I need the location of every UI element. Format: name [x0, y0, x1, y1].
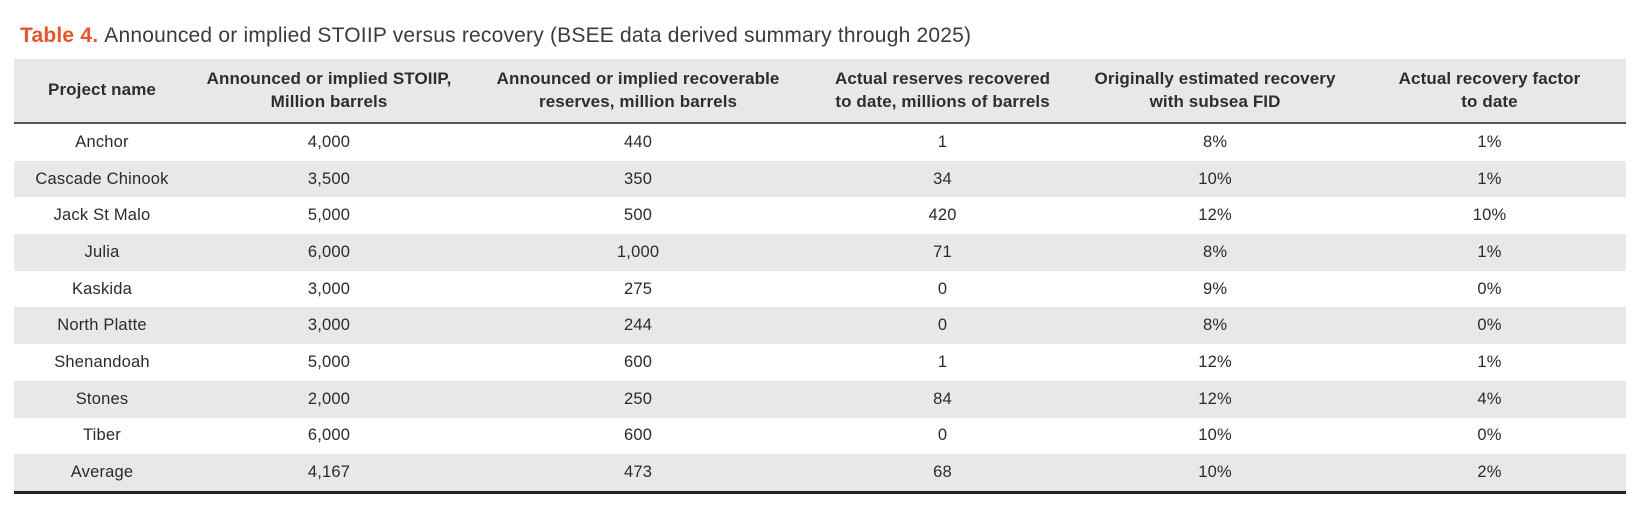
table-cell: 12% [1077, 380, 1354, 418]
table-cell: 4,167 [190, 454, 469, 494]
table-cell: Shenandoah [14, 344, 191, 381]
table-cell: 3,000 [190, 307, 469, 345]
table-cell: 1% [1353, 344, 1626, 381]
table-cell: 1% [1353, 123, 1626, 161]
table-cell: 5,000 [190, 344, 469, 381]
table-cell: 1 [808, 123, 1078, 161]
column-header-project-name: Project name [14, 59, 191, 124]
table-row: Cascade Chinook 3,500 350 34 10% 1% [14, 160, 1626, 198]
table-cell: 4% [1353, 380, 1626, 418]
table-row: Average 4,167 473 68 10% 2% [14, 454, 1626, 494]
table-cell: 10% [1077, 417, 1354, 455]
table-row: Julia 6,000 1,000 71 8% 1% [14, 234, 1626, 271]
table-cell: 244 [468, 307, 809, 345]
table-cell: 8% [1077, 307, 1354, 345]
table-row: Kaskida 3,000 275 0 9% 0% [14, 270, 1626, 308]
table-cell: 10% [1077, 454, 1354, 494]
table-cell: Average [14, 454, 191, 494]
table-body: Anchor 4,000 440 1 8% 1% Cascade Chinook 3,500 3… [14, 123, 1626, 494]
column-header-reserves-recovered: Actual reserves recovered to date, milli… [808, 59, 1078, 124]
table-cell: 0% [1353, 417, 1626, 455]
table-cell: 68 [808, 454, 1078, 494]
table-cell: Cascade Chinook [14, 160, 191, 198]
table-cell: 8% [1077, 234, 1354, 271]
stoiip-recovery-table: Project name Announced or implied STOIIP… [14, 59, 1626, 494]
table-cell: 275 [468, 270, 809, 308]
table-cell: 34 [808, 160, 1078, 198]
table-cell: 0 [808, 307, 1078, 345]
table-cell: 250 [468, 380, 809, 418]
column-header-recoverable-reserves: Announced or implied recoverable reserve… [468, 59, 809, 124]
header-row: Project name Announced or implied STOIIP… [14, 59, 1626, 124]
table-cell: 6,000 [190, 234, 469, 271]
table-cell: 1 [808, 344, 1078, 381]
table-row: Stones 2,000 250 84 12% 4% [14, 380, 1626, 418]
table-cell: 1% [1353, 234, 1626, 271]
table-number-label: Table 4. [20, 24, 99, 47]
table-row: North Platte 3,000 244 0 8% 0% [14, 307, 1626, 345]
table-cell: 9% [1077, 270, 1354, 308]
table-cell: 4,000 [190, 123, 469, 161]
table-cell: 84 [808, 380, 1078, 418]
table-cell: 71 [808, 234, 1078, 271]
column-header-stoiip: Announced or implied STOIIP, Million bar… [190, 59, 469, 124]
table-cell: 3,000 [190, 270, 469, 308]
table-row: Jack St Malo 5,000 500 420 12% 10% [14, 197, 1626, 235]
table-row: Shenandoah 5,000 600 1 12% 1% [14, 344, 1626, 381]
table-cell: 10% [1077, 160, 1354, 198]
table-cell: 12% [1077, 197, 1354, 235]
column-header-estimated-recovery: Originally estimated recovery with subse… [1077, 59, 1354, 124]
table-cell: 0% [1353, 270, 1626, 308]
table-row: Anchor 4,000 440 1 8% 1% [14, 123, 1626, 161]
table-cell: North Platte [14, 307, 191, 345]
table-cell: 440 [468, 123, 809, 161]
table-row: Tiber 6,000 600 0 10% 0% [14, 417, 1626, 455]
table-cell: 6,000 [190, 417, 469, 455]
table-cell: 1% [1353, 160, 1626, 198]
table-cell: 10% [1353, 197, 1626, 235]
table-cell: 420 [808, 197, 1078, 235]
table-cell: 500 [468, 197, 809, 235]
table-cell: Anchor [14, 123, 191, 161]
table-cell: Kaskida [14, 270, 191, 308]
table-cell: Stones [14, 380, 191, 418]
table-cell: Jack St Malo [14, 197, 191, 235]
table-cell: 3,500 [190, 160, 469, 198]
table-cell: Julia [14, 234, 191, 271]
table-cell: Tiber [14, 417, 191, 455]
table-cell: 0 [808, 270, 1078, 308]
table-cell: 600 [468, 344, 809, 381]
column-header-actual-recovery-factor: Actual recovery factor to date [1353, 59, 1626, 124]
table-cell: 2% [1353, 454, 1626, 494]
table-caption: Announced or implied STOIIP versus recov… [104, 24, 972, 47]
table-cell: 0% [1353, 307, 1626, 345]
table-cell: 2,000 [190, 380, 469, 418]
table-cell: 1,000 [468, 234, 809, 271]
table-cell: 350 [468, 160, 809, 198]
table-cell: 473 [468, 454, 809, 494]
table-cell: 5,000 [190, 197, 469, 235]
table-cell: 600 [468, 417, 809, 455]
table-title: Table 4. Announced or implied STOIIP vers… [20, 24, 1626, 48]
table-cell: 12% [1077, 344, 1354, 381]
table-cell: 0 [808, 417, 1078, 455]
table-cell: 8% [1077, 123, 1354, 161]
